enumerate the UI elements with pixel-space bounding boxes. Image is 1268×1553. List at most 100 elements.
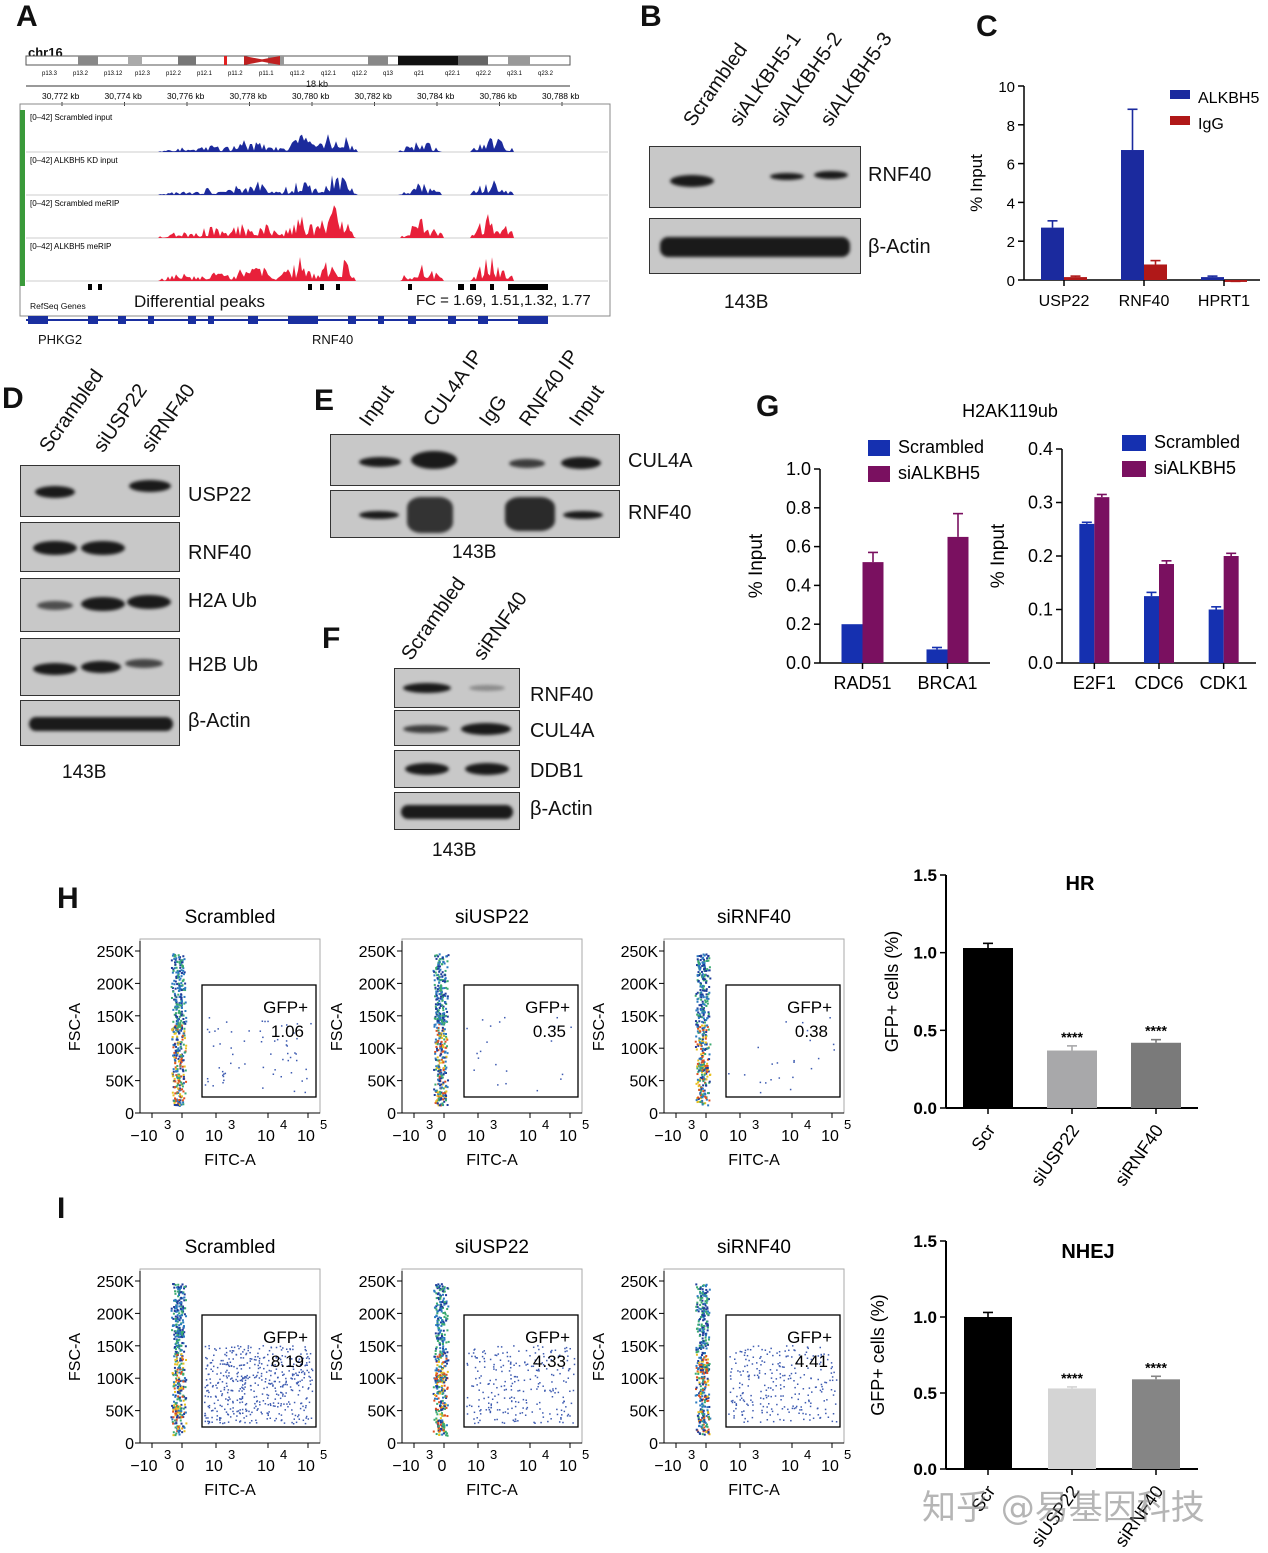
flow-event bbox=[176, 987, 179, 990]
flow-event bbox=[708, 1073, 711, 1076]
flow-event bbox=[437, 1097, 440, 1100]
flow-event bbox=[176, 1028, 179, 1031]
flow-event bbox=[179, 1316, 182, 1319]
flow-event bbox=[245, 1408, 247, 1411]
peak-mark bbox=[336, 284, 340, 290]
flow-event bbox=[701, 1420, 704, 1423]
flow-x-tick-label: 10 bbox=[257, 1458, 275, 1475]
flow-x-exp: 5 bbox=[582, 1117, 589, 1132]
flow-event bbox=[699, 1365, 702, 1368]
flow-event bbox=[766, 1353, 769, 1355]
flow-event bbox=[279, 1385, 282, 1388]
flow-event bbox=[706, 1002, 709, 1005]
blot-rnf40 bbox=[330, 490, 620, 538]
flow-x-tick-label: 0 bbox=[700, 1458, 709, 1475]
flow-event bbox=[535, 1369, 538, 1371]
flow-event bbox=[697, 1044, 700, 1047]
flow-event bbox=[216, 1415, 219, 1417]
flow-event bbox=[439, 1317, 442, 1320]
flow-event bbox=[697, 1027, 700, 1030]
flow-event bbox=[271, 1382, 273, 1385]
flow-x-tick-label: −10 bbox=[130, 1128, 157, 1145]
flow-event bbox=[180, 1370, 183, 1373]
flow-event bbox=[707, 969, 710, 972]
flow-y-tick-label: 150K bbox=[97, 1339, 135, 1356]
flow-event bbox=[179, 1055, 182, 1058]
flow-y-label: FSC-A bbox=[329, 1003, 346, 1051]
flow-event bbox=[183, 1002, 186, 1005]
flow-event bbox=[701, 1310, 704, 1313]
flow-event bbox=[701, 1069, 704, 1072]
flow-event bbox=[310, 1368, 313, 1370]
flow-event bbox=[436, 1074, 439, 1077]
flow-event bbox=[185, 1080, 188, 1083]
flow-event bbox=[699, 966, 702, 969]
flow-event bbox=[770, 1395, 772, 1398]
flow-event bbox=[543, 1355, 545, 1358]
flow-event bbox=[275, 1417, 278, 1420]
flow-event bbox=[705, 959, 708, 962]
flow-event bbox=[744, 1351, 746, 1354]
flow-event bbox=[524, 1414, 527, 1416]
flow-event bbox=[175, 1310, 178, 1313]
flow-event bbox=[477, 1421, 480, 1424]
flow-event bbox=[499, 1359, 502, 1361]
flow-event bbox=[441, 1381, 444, 1384]
flow-x-tick-label: 10 bbox=[729, 1458, 747, 1475]
flow-event bbox=[705, 1034, 708, 1037]
flow-x-tick-label: 10 bbox=[205, 1458, 223, 1475]
flow-event bbox=[174, 958, 177, 961]
flow-event bbox=[173, 992, 176, 995]
flow-event bbox=[175, 971, 178, 974]
flow-event bbox=[699, 1397, 702, 1400]
flow-event bbox=[437, 1104, 440, 1107]
flow-event bbox=[283, 1403, 285, 1405]
flow-event bbox=[509, 1366, 512, 1369]
flow-event bbox=[439, 1300, 442, 1303]
flow-event bbox=[174, 1283, 177, 1286]
flow-event bbox=[212, 1365, 215, 1368]
blot-cul4a bbox=[330, 434, 620, 486]
flow-event bbox=[178, 1041, 181, 1044]
flow-event bbox=[746, 1354, 749, 1357]
flow-event bbox=[215, 1349, 217, 1351]
flow-event bbox=[206, 1384, 208, 1387]
flow-event bbox=[177, 1427, 180, 1430]
category-label: RAD51 bbox=[833, 673, 891, 693]
flow-event bbox=[178, 1387, 181, 1390]
flow-event bbox=[295, 1357, 297, 1359]
flow-event bbox=[180, 1353, 183, 1356]
legend-swatch bbox=[868, 466, 890, 482]
flow-event bbox=[439, 1369, 442, 1372]
flow-event bbox=[438, 1061, 441, 1064]
flow-event bbox=[704, 1064, 707, 1067]
flow-event bbox=[175, 1051, 178, 1054]
flow-event bbox=[497, 1345, 499, 1348]
flow-event bbox=[434, 1015, 437, 1018]
flow-event bbox=[173, 1387, 176, 1390]
flow-y-tick-label: 250K bbox=[97, 1274, 135, 1291]
flow-event bbox=[179, 1413, 182, 1416]
flow-event bbox=[441, 1420, 444, 1423]
flow-event bbox=[705, 996, 708, 999]
flow-event bbox=[696, 1043, 699, 1046]
flow-event bbox=[260, 1372, 263, 1375]
flow-event bbox=[286, 1052, 289, 1055]
flow-event bbox=[176, 1077, 179, 1080]
flow-event bbox=[211, 1385, 214, 1388]
flow-event bbox=[177, 1407, 180, 1410]
flow-event bbox=[298, 1358, 301, 1360]
flow-event bbox=[182, 1394, 185, 1397]
flow-event bbox=[172, 969, 175, 972]
y-tick-label: 0.4 bbox=[786, 575, 811, 595]
flow-event bbox=[176, 1351, 179, 1354]
flow-event bbox=[184, 982, 187, 985]
flow-event bbox=[445, 1424, 448, 1427]
flow-y-tick-label: 100K bbox=[97, 1371, 135, 1388]
flow-event bbox=[510, 1389, 513, 1391]
flow-event bbox=[254, 1382, 257, 1384]
flow-event bbox=[481, 1019, 484, 1021]
flow-event bbox=[702, 1423, 705, 1426]
flow-event bbox=[439, 1365, 442, 1368]
flow-event bbox=[562, 1396, 565, 1399]
